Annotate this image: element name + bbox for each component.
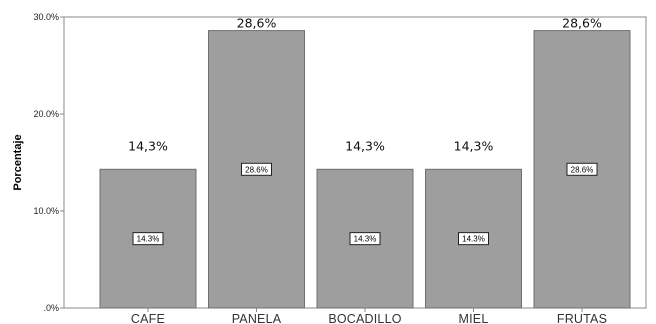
x-category-label: MIEL — [459, 312, 489, 324]
bar-inner-label-box — [566, 162, 598, 176]
bars-group: 14,3% 14.3% 28,6% 28.6% 14,3% 14.3% 14,3% 14.3%… — [99, 16, 631, 309]
bar-value-label: 28,6% — [562, 16, 602, 31]
bar-inner-label: 28.6% — [245, 165, 268, 174]
bar-group: 14,3% 14.3% — [425, 138, 522, 309]
y-tick-label: 20.0% — [33, 109, 59, 119]
bar-inner-label-box — [241, 162, 272, 176]
x-category-label: BOCADILLO — [328, 312, 401, 324]
x-category-label: PANELA — [232, 312, 282, 324]
bar-inner-label-box — [132, 232, 164, 246]
bar-group: 28,6% 28.6% — [533, 16, 631, 309]
y-tick-label: 30.0% — [33, 12, 59, 22]
bar-value-label: 14,3% — [345, 138, 385, 153]
y-tick-label: .0% — [43, 303, 59, 313]
bar-value-label: 14,3% — [454, 138, 494, 153]
bar-group: 14,3% 14.3% — [99, 138, 197, 309]
bar-inner-label: 28.6% — [571, 165, 594, 174]
y-axis-label: Porcentaje — [12, 134, 24, 190]
y-axis: .0% 10.0% 20.0% 30.0% — [33, 12, 64, 313]
bar-group: 14,3% 14.3% — [316, 138, 414, 309]
bar-group: 28,6% 28.6% — [208, 16, 305, 309]
x-axis: CAFE PANELA BOCADILLO MIEL FRUTAS — [131, 308, 607, 324]
x-category-label: FRUTAS — [557, 312, 607, 324]
y-tick-label: 10.0% — [33, 206, 59, 216]
bar-inner-label-box — [349, 232, 381, 246]
x-category-label: CAFE — [131, 312, 165, 324]
bar-inner-label: 14.3% — [462, 235, 485, 244]
bar-inner-label: 14.3% — [354, 235, 377, 244]
bar-inner-label: 14.3% — [137, 235, 160, 244]
bar-value-label: 14,3% — [128, 138, 168, 153]
bar-inner-label-box — [458, 232, 489, 246]
bar-value-label: 28,6% — [237, 16, 277, 31]
